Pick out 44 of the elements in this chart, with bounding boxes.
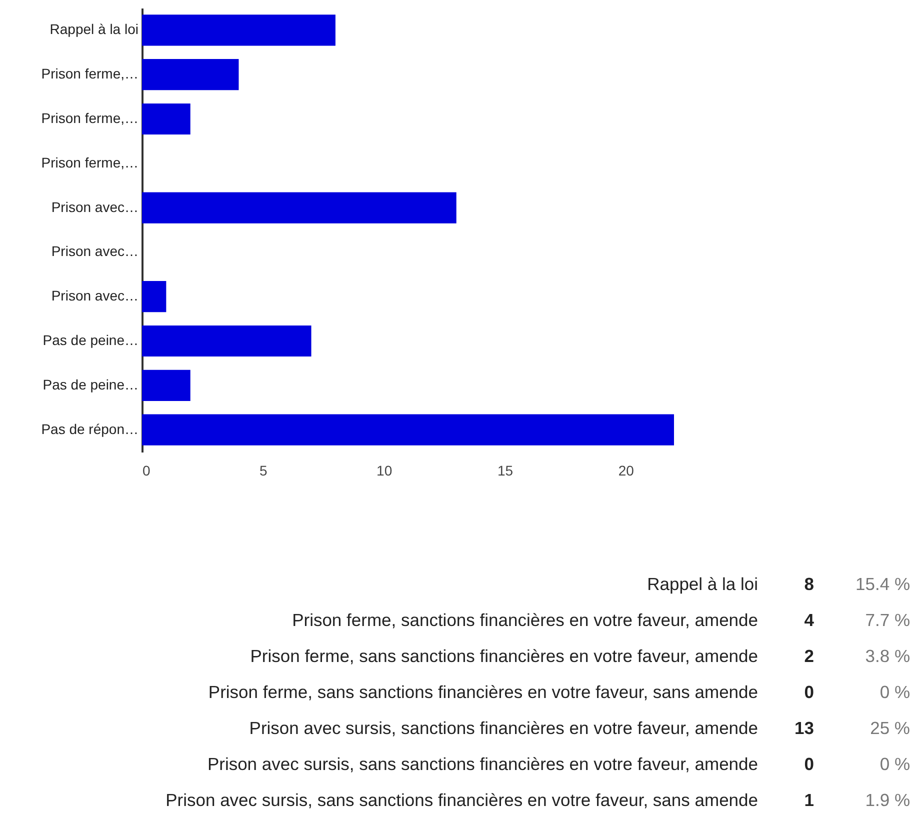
bar	[142, 14, 336, 46]
text: 8	[803, 574, 814, 594]
text: 2	[803, 646, 814, 666]
y-tick-label: Prison avec…	[51, 243, 138, 260]
x-tick-label: 5	[260, 462, 268, 478]
y-tick-label: Prison ferme,…	[41, 66, 138, 82]
y-tick-label: Rappel à la loi	[50, 21, 138, 38]
bar	[142, 414, 674, 446]
text: Prison avec sursis, sans sanctions financières en votre faveur, sans amende	[166, 790, 758, 810]
text: 0 %	[878, 682, 910, 702]
text: 3.8 %	[864, 646, 910, 666]
y-tick-label: Pas de peine…	[42, 376, 138, 392]
text: 25 %	[869, 718, 910, 738]
y-tick-label: Pas de répon…	[41, 420, 138, 437]
y-tick-label: Prison ferme,…	[41, 154, 138, 170]
text: Prison ferme, sans sanctions financières en votre faveur, sans amende	[208, 682, 758, 702]
text: Prison ferme, sanctions financières en votre faveur, amende	[292, 610, 758, 630]
bar	[142, 325, 312, 357]
text: 7.7 %	[864, 610, 910, 630]
text: 13	[794, 718, 814, 738]
text: 0	[803, 682, 814, 702]
text: Prison ferme, sans sanctions financières en votre faveur, amende	[250, 646, 758, 666]
text: 1	[803, 790, 814, 810]
text: Prison avec sursis, sanctions financières en votre faveur, amende	[249, 718, 758, 738]
x-tick-label: 0	[142, 462, 150, 478]
y-tick-label: Prison ferme,…	[41, 110, 138, 126]
bar	[142, 192, 456, 224]
text: 4	[803, 610, 814, 630]
y-tick-label: Prison avec…	[51, 288, 138, 304]
bar	[142, 281, 166, 312]
text: Rappel à la loi	[647, 574, 758, 594]
bar	[142, 103, 190, 135]
x-tick-label: 15	[497, 462, 514, 478]
text: 15.4 %	[854, 574, 910, 594]
y-tick-label: Pas de peine…	[42, 332, 138, 348]
text: 0	[803, 754, 814, 774]
text: 0 %	[878, 754, 910, 774]
bar	[142, 370, 190, 401]
x-tick-label: 10	[376, 462, 392, 478]
bar	[142, 59, 239, 90]
text: Prison avec sursis, sans sanctions financières en votre faveur, amende	[207, 754, 758, 774]
text: 1.9 %	[864, 790, 910, 810]
x-tick-label: 20	[618, 462, 634, 478]
y-tick-label: Prison avec…	[51, 198, 138, 215]
